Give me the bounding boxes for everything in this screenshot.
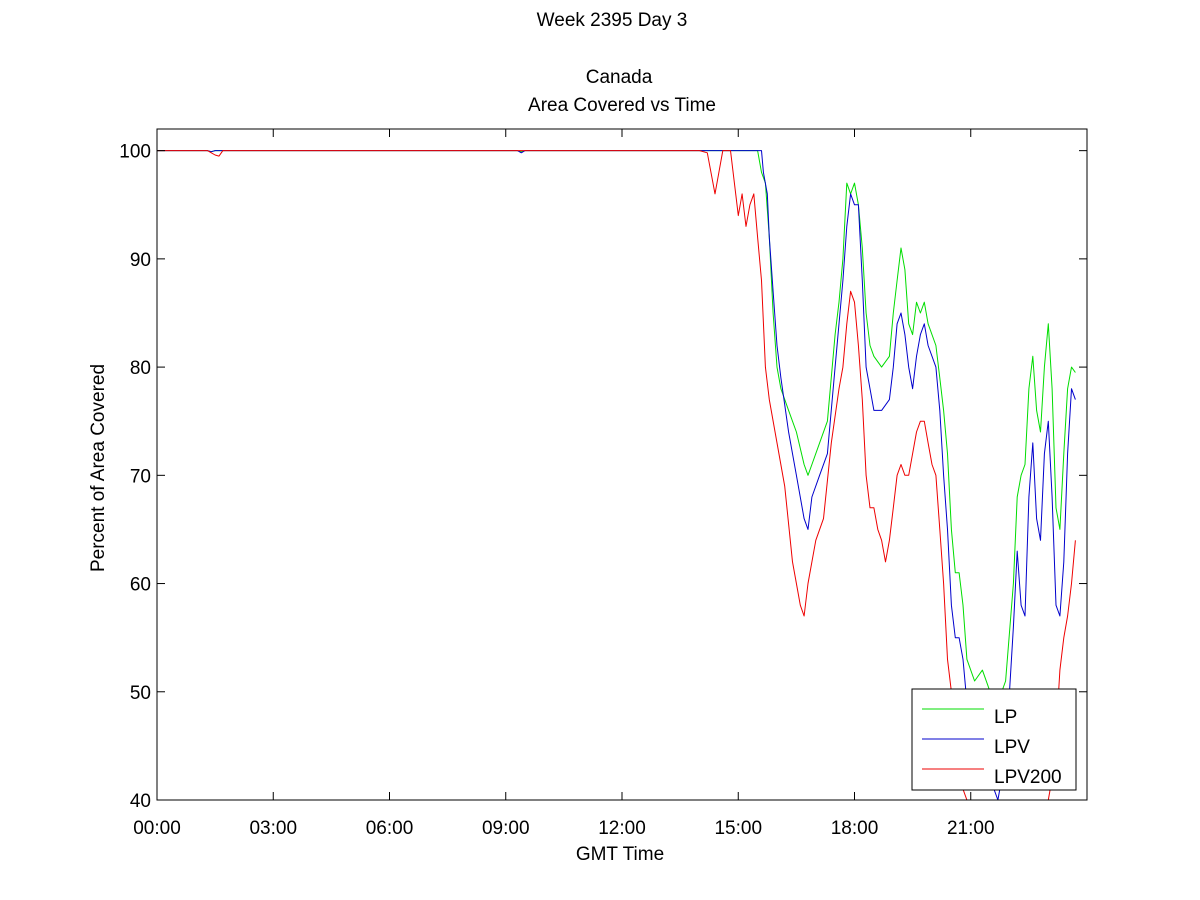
y-tick-label: 80: [130, 358, 151, 379]
plot-frame: [156, 128, 1088, 801]
chart-title-line-2: Canada: [586, 67, 653, 88]
chart-title-line-1: Week 2395 Day 3: [537, 10, 688, 31]
series-line-lpv200: [157, 150, 1076, 800]
x-tick-label: 09:00: [482, 818, 530, 839]
y-axis-label: Percent of Area Covered: [88, 364, 109, 572]
y-tick-label: 40: [130, 791, 151, 812]
y-tick-label: 50: [130, 683, 151, 704]
series-line-lp: [157, 150, 1076, 704]
legend-label-lpv: LPV: [994, 737, 1030, 758]
chart-title-line-3: Area Covered vs Time: [528, 95, 716, 116]
x-axis-label: GMT Time: [576, 844, 664, 865]
legend-label-lpv200: LPV200: [994, 767, 1062, 788]
legend-label-lp: LP: [994, 707, 1017, 728]
x-tick-label: 12:00: [598, 818, 646, 839]
series-line-lpv: [157, 150, 1076, 800]
y-tick-label: 70: [130, 466, 151, 487]
y-tick-label: 60: [130, 575, 151, 596]
x-tick-label: 21:00: [947, 818, 995, 839]
legend: LP LPV LPV200: [911, 688, 1077, 791]
y-tick-label: 100: [119, 142, 151, 163]
x-tick-label: 06:00: [366, 818, 414, 839]
x-tick-label: 00:00: [133, 818, 181, 839]
y-tick-label: 90: [130, 250, 151, 271]
x-tick-label: 03:00: [249, 818, 297, 839]
x-tick-label: 15:00: [714, 818, 762, 839]
x-tick-label: 18:00: [831, 818, 879, 839]
